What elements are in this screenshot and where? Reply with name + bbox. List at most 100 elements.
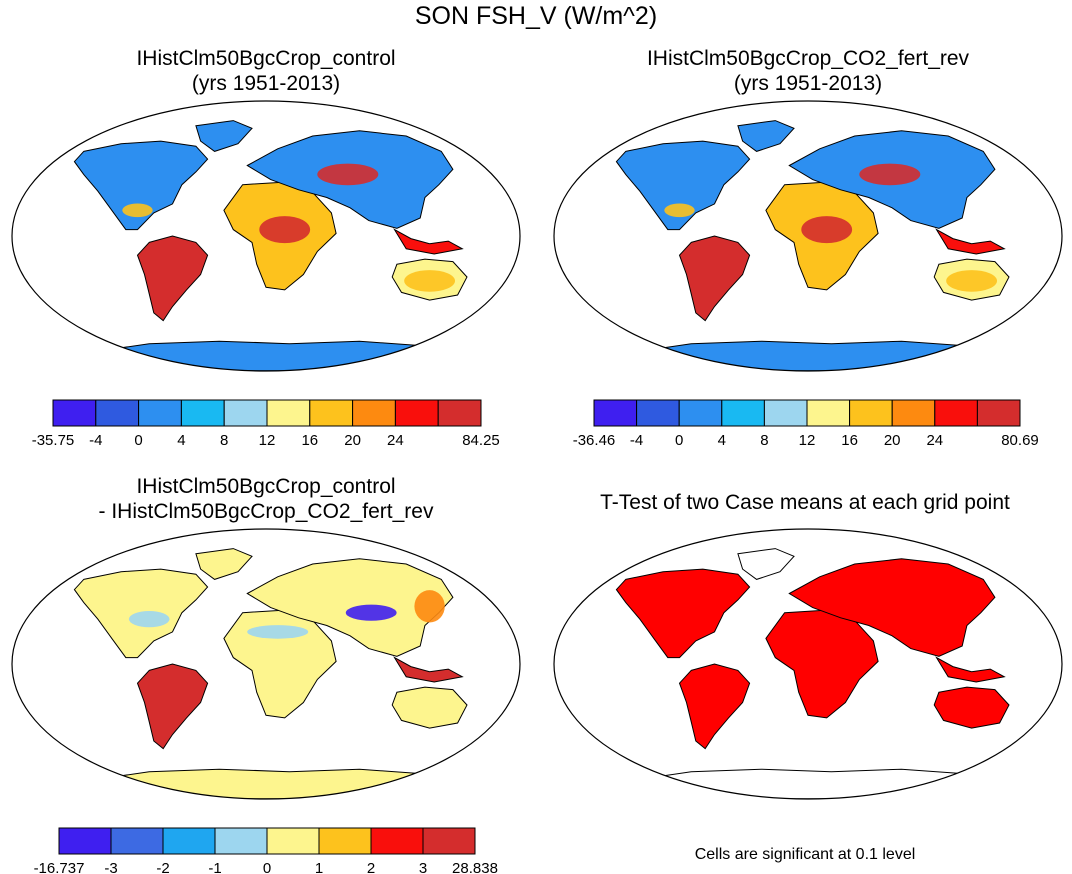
- colorbar-tick-label: -35.75: [32, 432, 75, 449]
- map-co2-fert-rev-greenland: [737, 120, 795, 152]
- colorbar-tick-label: 1: [315, 860, 323, 874]
- map-control-accent-africa: [259, 216, 311, 244]
- map-ttest: [553, 528, 1063, 800]
- colorbar-box: [437, 399, 482, 427]
- map-difference-africa: [223, 609, 337, 719]
- colorbar-tick-label: 8: [760, 432, 768, 449]
- map-difference: [11, 528, 521, 800]
- colorbar-box: [95, 399, 140, 427]
- colorbar-box: [891, 399, 936, 427]
- colorbar-tick-label: -16.737: [34, 860, 85, 874]
- colorbar-tick-label: 84.25: [462, 432, 500, 449]
- colorbar-tick-label: 4: [718, 432, 726, 449]
- panel-control-title-line1: IHistClm50BgcCrop_control: [136, 47, 396, 70]
- colorbar-tick-label: 16: [841, 432, 858, 449]
- map-difference-accent-eurasia: [345, 604, 397, 621]
- colorbar-co2_fert_rev: -36.46 -4 0 4 8 12 16 20 24 80.69: [573, 399, 1039, 449]
- colorbar-tick-label: -1: [208, 860, 221, 874]
- colorbar-box: [678, 399, 723, 427]
- map-control-frame: [11, 100, 521, 372]
- panel-control-title: IHistClm50BgcCrop_control (yrs 1951-2013…: [36, 46, 496, 96]
- map-difference-frame: [11, 528, 521, 800]
- map-difference-accent-africa: [247, 625, 309, 639]
- map-control-north-america: [73, 140, 209, 231]
- colorbar-box: [309, 399, 354, 427]
- map-co2-fert-rev-accent-eurasia: [859, 163, 921, 186]
- colorbar-box: [976, 399, 1021, 427]
- colorbar-tick-label: 24: [387, 432, 404, 449]
- colorbar-tick-label: 24: [926, 432, 943, 449]
- colorbar-tick-label: 80.69: [1001, 432, 1039, 449]
- colorbar-box: [806, 399, 851, 427]
- colorbar-box: [52, 399, 97, 427]
- map-difference-accent-northAmerica: [128, 611, 170, 628]
- map-co2-fert-rev-accent-africa: [801, 216, 853, 244]
- colorbar-tick-label: 2: [367, 860, 375, 874]
- map-co2-fert-rev-frame: [553, 100, 1063, 372]
- colorbar-tick-label: -4: [630, 432, 643, 449]
- ttest-note: Cells are significant at 0.1 level: [694, 846, 916, 863]
- map-co2-fert-rev-se-asia: [935, 228, 1006, 255]
- map-ttest-greenland: [737, 548, 795, 580]
- colorbar-box: [58, 827, 112, 855]
- map-difference-south-america: [136, 663, 209, 750]
- colorbar-box: [162, 827, 216, 855]
- map-co2-fert-rev-south-america: [678, 235, 751, 322]
- figure-title: SON FSH_V (W/m^2): [414, 2, 658, 30]
- map-control-accent-australia: [404, 270, 455, 292]
- map-control-south-america: [136, 235, 209, 322]
- panel-control-title-line2: (yrs 1951-2013): [191, 72, 341, 95]
- map-difference-accent-eurasia: [414, 590, 445, 623]
- map-ttest-north-america: [615, 568, 751, 659]
- map-ttest-south-america: [678, 663, 751, 750]
- map-ttest-se-asia: [935, 656, 1006, 683]
- panel-diff-title-line1: IHistClm50BgcCrop_control: [136, 475, 396, 498]
- colorbar-tick-label: 12: [259, 432, 276, 449]
- map-control-accent-northAmerica: [122, 203, 153, 218]
- map-ttest-africa: [765, 609, 879, 719]
- colorbar-box: [422, 827, 476, 855]
- colorbar-tick-label: -3: [104, 860, 117, 874]
- map-difference-australia: [391, 686, 468, 729]
- colorbar-box: [849, 399, 893, 427]
- colorbar-box: [763, 399, 808, 427]
- map-ttest-australia: [933, 686, 1010, 729]
- panel-co2-title-line1: IHistClm50BgcCrop_CO2_fert_rev: [646, 47, 970, 70]
- colorbar-tick-label: 20: [884, 432, 901, 449]
- colorbar-tick-label: -36.46: [573, 432, 616, 449]
- colorbar-tick-label: 0: [134, 432, 142, 449]
- map-co2-fert-rev: [553, 100, 1063, 372]
- colorbar-tick-label: -2: [156, 860, 169, 874]
- map-control-accent-eurasia: [317, 163, 379, 186]
- colorbar-tick-label: 20: [344, 432, 361, 449]
- colorbar-box: [266, 399, 311, 427]
- map-difference-eurasia: [246, 558, 454, 657]
- colorbar-tick-label: -4: [89, 432, 102, 449]
- map-ttest-eurasia: [788, 558, 996, 657]
- panel-co2-title-line2: (yrs 1951-2013): [733, 72, 883, 95]
- panel-diff-title: IHistClm50BgcCrop_control - IHistClm50Bg…: [36, 474, 496, 524]
- colorbar-tick-label: 0: [263, 860, 271, 874]
- colorbar-difference: -16.737 -3 -2 -1 0 1 2 3 28.838: [34, 827, 498, 874]
- colorbar-box: [138, 399, 182, 427]
- colorbar-box: [223, 399, 268, 427]
- colorbar-box: [370, 827, 424, 855]
- colorbar-tick-label: 8: [220, 432, 228, 449]
- colorbar-box: [266, 827, 320, 855]
- map-difference-greenland: [195, 548, 253, 580]
- map-control-se-asia: [393, 228, 464, 255]
- colorbar-tick-label: 3: [419, 860, 427, 874]
- colorbar-control: -35.75 -4 0 4 8 12 16 20 24 84.25: [32, 399, 500, 449]
- colorbar-box: [636, 399, 680, 427]
- colorbar-tick-label: 28.838: [452, 860, 498, 874]
- colorbar-box: [318, 827, 372, 855]
- map-co2-fert-rev-accent-australia: [946, 270, 997, 292]
- colorbar-box: [110, 827, 164, 855]
- panel-co2-title: IHistClm50BgcCrop_CO2_fert_rev (yrs 1951…: [578, 46, 1038, 96]
- colorbar-tick-label: 0: [675, 432, 683, 449]
- colorbar-box: [394, 399, 439, 427]
- colorbar-tick-label: 4: [177, 432, 185, 449]
- panel-diff-title-line2: - IHistClm50BgcCrop_CO2_fert_rev: [98, 500, 434, 523]
- colorbar-box: [214, 827, 268, 855]
